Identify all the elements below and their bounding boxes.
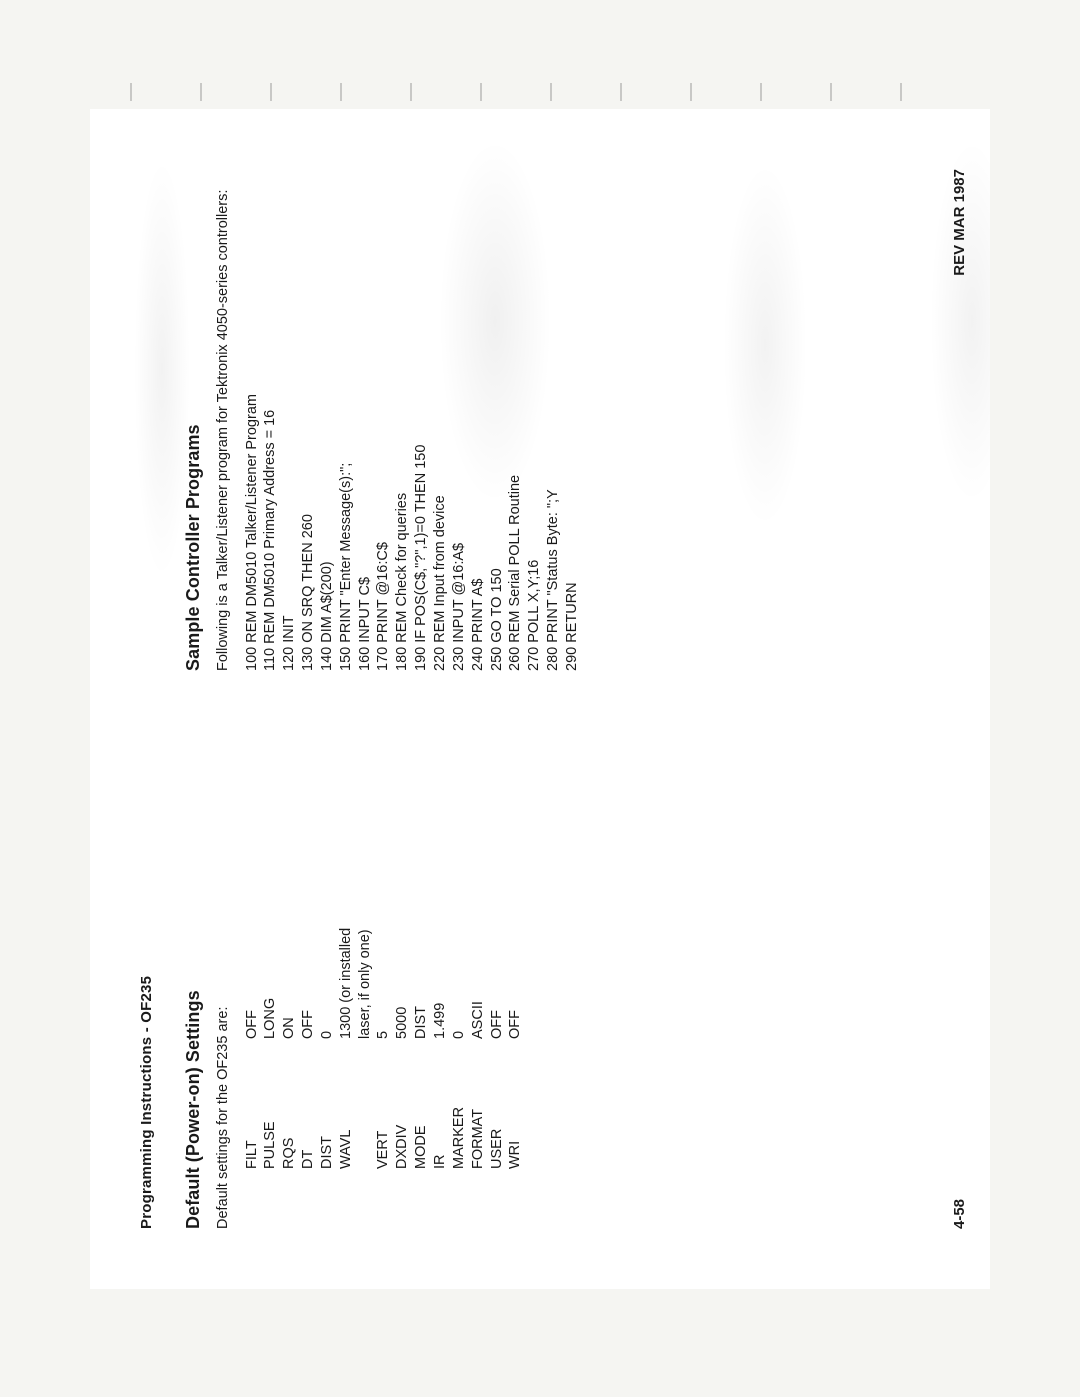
default-settings-intro: Default settings for the OF235 are: [214, 727, 233, 1229]
content-columns: Default (Power-on) Settings Default sett… [183, 169, 582, 1229]
settings-row: laser, if only one) [356, 727, 375, 1169]
setting-value: 0 [450, 727, 469, 1039]
settings-row: MARKER0 [450, 727, 469, 1169]
settings-row: FORMATASCII [469, 727, 488, 1169]
sample-programs-title: Sample Controller Programs [183, 169, 204, 671]
settings-table: FILTOFFPULSELONGRQSONDTOFFDIST0WAVL1300 … [243, 727, 526, 1229]
settings-row: USEROFF [488, 727, 507, 1169]
setting-value: 1300 (or installed [337, 727, 356, 1039]
tick-mark [480, 83, 482, 101]
tick-mark [830, 83, 832, 101]
settings-row: VERT5 [374, 727, 393, 1169]
settings-row: DTOFF [299, 727, 318, 1169]
tick-mark [760, 83, 762, 101]
tick-mark [620, 83, 622, 101]
tick-mark [130, 83, 132, 101]
setting-key: MODE [412, 1039, 431, 1169]
setting-key [356, 1039, 375, 1169]
tick-mark [550, 83, 552, 101]
setting-key: PULSE [261, 1039, 280, 1169]
setting-key: FORMAT [469, 1039, 488, 1169]
page-header: Programming Instructions - OF235 [138, 169, 155, 1229]
setting-value: OFF [506, 727, 525, 1039]
tick-mark [340, 83, 342, 101]
setting-key: IR [431, 1039, 450, 1169]
setting-value: OFF [299, 727, 318, 1039]
setting-value: laser, if only one) [356, 727, 375, 1039]
revision-date: REV MAR 1987 [951, 169, 968, 276]
setting-key: WAVL [337, 1039, 356, 1169]
setting-value: ASCII [469, 727, 488, 1039]
setting-value: DIST [412, 727, 431, 1039]
setting-key: FILT [243, 1039, 262, 1169]
page-footer: 4-58 REV MAR 1987 [951, 169, 968, 1229]
setting-key: WRI [506, 1039, 525, 1169]
tick-mark [690, 83, 692, 101]
settings-row: DXDIV5000 [393, 727, 412, 1169]
settings-row: WAVL1300 (or installed [337, 727, 356, 1169]
settings-row: MODEDIST [412, 727, 431, 1169]
setting-key: DT [299, 1039, 318, 1169]
setting-key: USER [488, 1039, 507, 1169]
setting-value: OFF [243, 727, 262, 1039]
setting-key: RQS [280, 1039, 299, 1169]
settings-row: IR1.499 [431, 727, 450, 1169]
page: Programming Instructions - OF235 Default… [90, 109, 990, 1289]
tick-mark [270, 83, 272, 101]
tick-mark [900, 83, 902, 101]
setting-key: DXDIV [393, 1039, 412, 1169]
setting-key: VERT [374, 1039, 393, 1169]
settings-row: DIST0 [318, 727, 337, 1169]
settings-row: FILTOFF [243, 727, 262, 1169]
sample-programs-intro: Following is a Talker/Listener program f… [214, 169, 233, 671]
settings-row: WRIOFF [506, 727, 525, 1169]
setting-value: 1.499 [431, 727, 450, 1039]
program-listing: 100 REM DM5010 Talker/Listener Program 1… [243, 169, 582, 671]
setting-value: 5 [374, 727, 393, 1039]
setting-value: OFF [488, 727, 507, 1039]
page-number: 4-58 [951, 1198, 968, 1228]
setting-key: DIST [318, 1039, 337, 1169]
setting-value: LONG [261, 727, 280, 1039]
right-column: Sample Controller Programs Following is … [183, 169, 582, 671]
tick-mark [200, 83, 202, 101]
setting-key: MARKER [450, 1039, 469, 1169]
tick-mark [410, 83, 412, 101]
edge-tick-marks [90, 83, 990, 109]
default-settings-title: Default (Power-on) Settings [183, 727, 204, 1229]
setting-value: ON [280, 727, 299, 1039]
left-column: Default (Power-on) Settings Default sett… [183, 727, 582, 1229]
setting-value: 5000 [393, 727, 412, 1039]
settings-row: PULSELONG [261, 727, 280, 1169]
setting-value: 0 [318, 727, 337, 1039]
settings-row: RQSON [280, 727, 299, 1169]
